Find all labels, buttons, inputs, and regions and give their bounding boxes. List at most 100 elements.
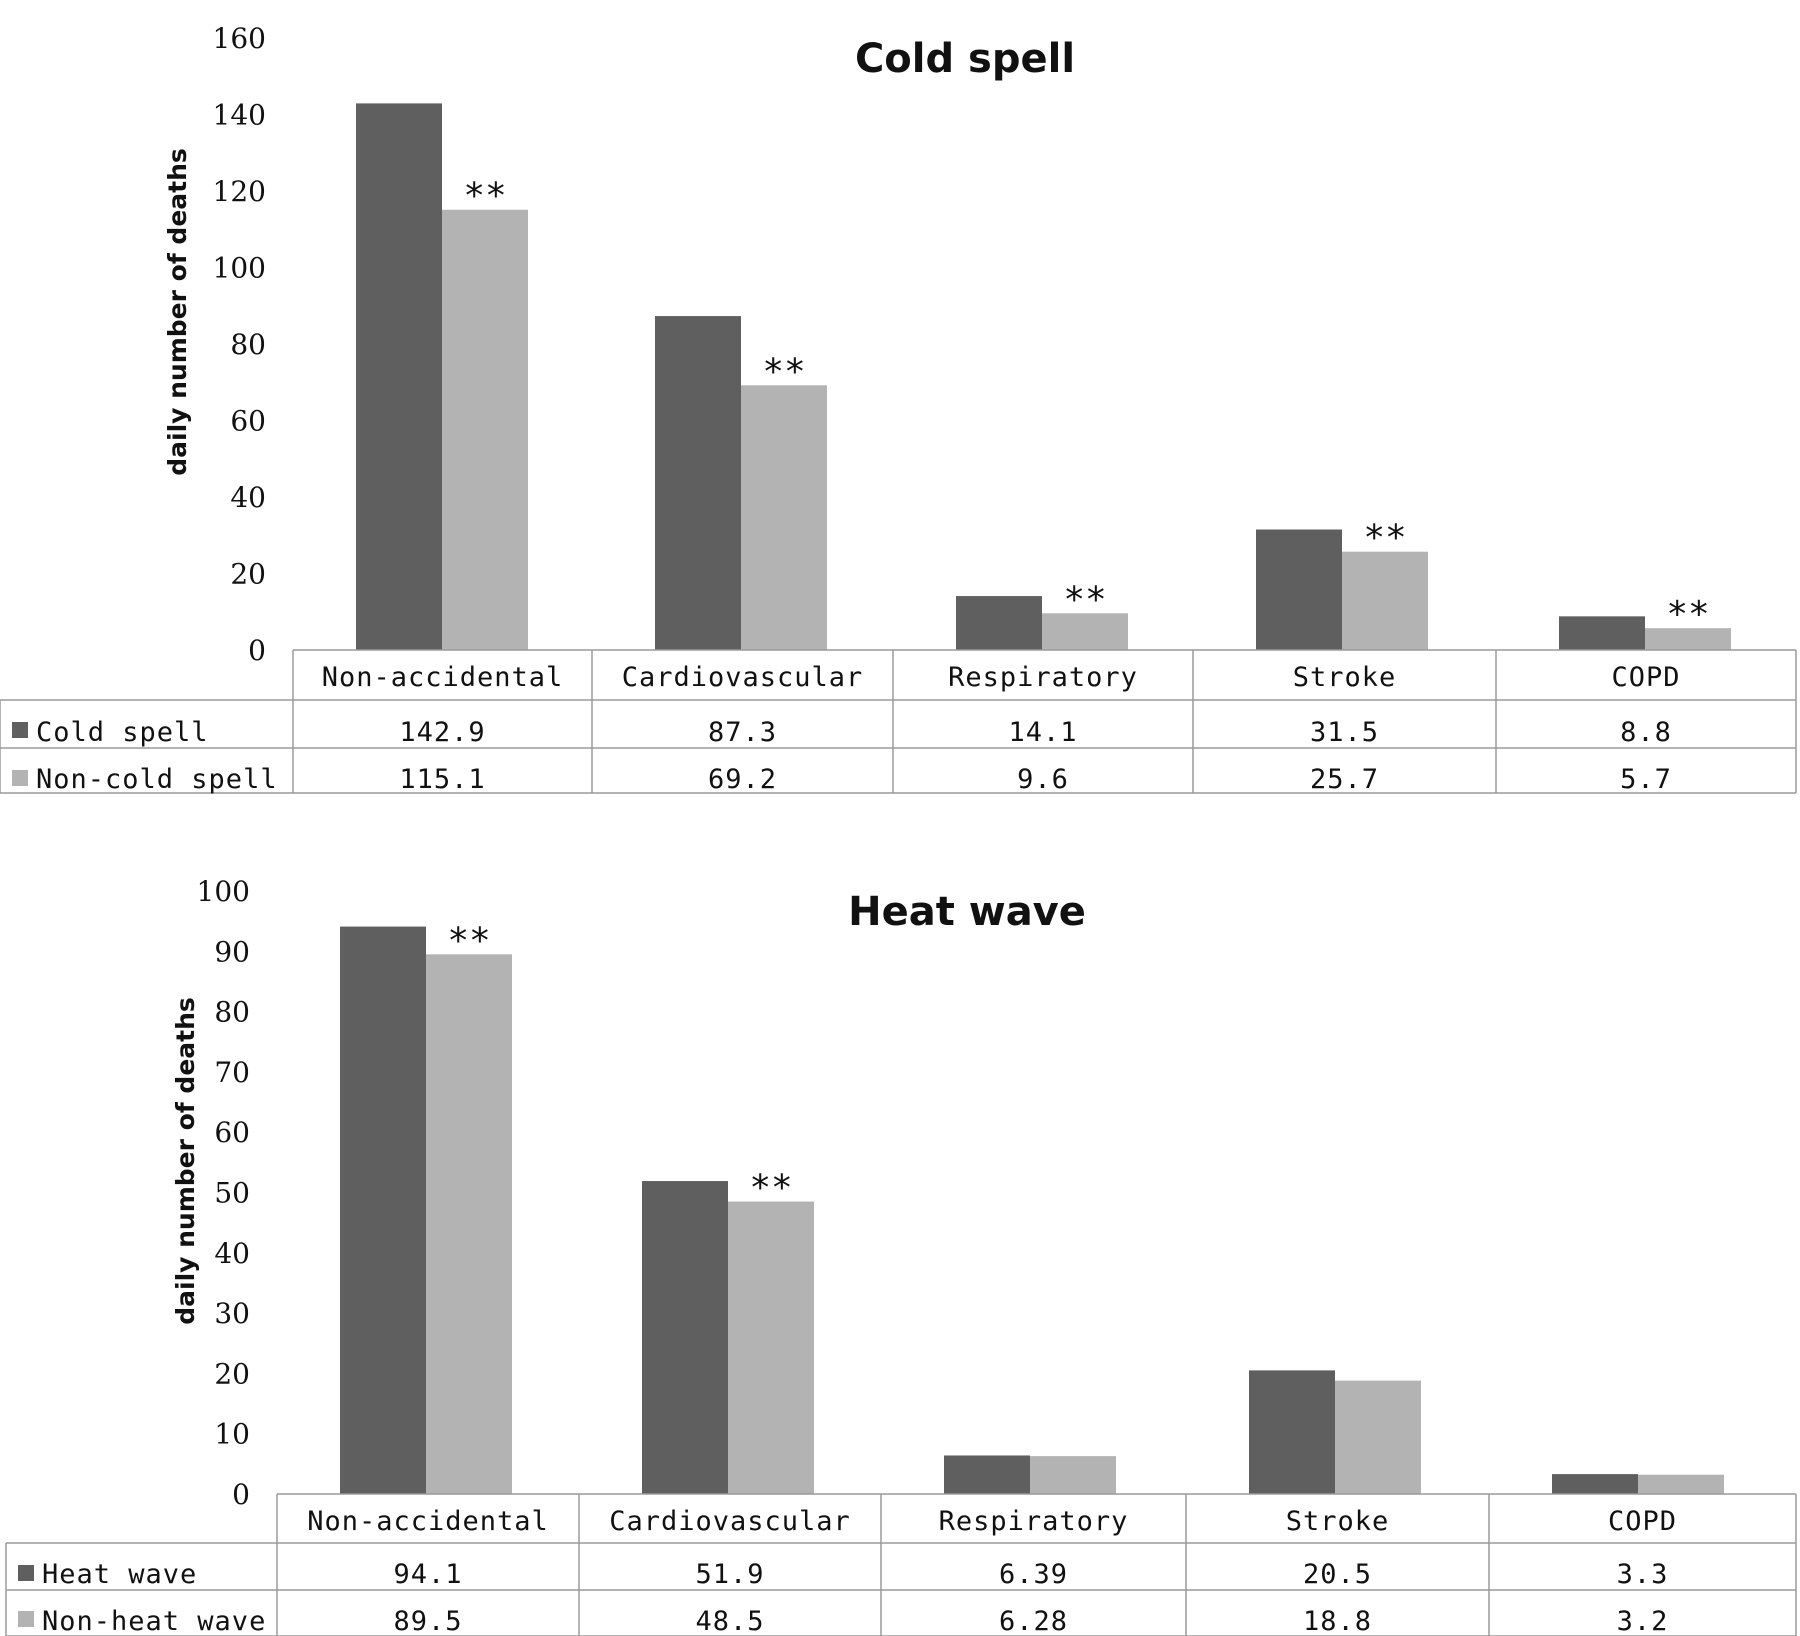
table-cell-non-heat-wave-non-accidental: 89.5 [393, 1606, 462, 1636]
legend-row-1: Heat wave [18, 1559, 197, 1590]
legend-label-non-heat-wave: Non-heat wave [42, 1606, 266, 1636]
category-label-cardiovascular: Cardiovascular [622, 662, 864, 693]
bar-cold-spell-respiratory [956, 596, 1042, 650]
table-cell-non-heat-wave-respiratory: 6.28 [999, 1606, 1068, 1636]
bar-heat-wave-non-accidental [340, 926, 426, 1494]
significance-marker: ** [1063, 579, 1106, 620]
bars [356, 103, 1731, 651]
y-tick-label: 60 [230, 405, 266, 438]
y-tick-labels: 0 10 20 30 40 50 60 70 80 90 100 [197, 875, 250, 1511]
significance-markers: ** ** ** ** ** [463, 176, 1709, 635]
significance-markers: ** ** [447, 920, 792, 1208]
table-cells: 142.9 87.3 14.1 31.5 8.8 115.1 69.2 9.6 25.7 5.7 [399, 717, 1672, 795]
table-cell-non-cold-spell-cardiovascular: 69.2 [708, 764, 777, 795]
bar-non-heat-wave-stroke [1335, 1380, 1421, 1494]
bar-heat-wave-respiratory [944, 1455, 1030, 1494]
category-labels: Non-accidental Cardiovascular Respiratory S… [322, 662, 1680, 693]
category-label-copd: COPD [1611, 662, 1680, 693]
bars [340, 926, 1724, 1494]
y-tick-label: 0 [248, 634, 266, 667]
legend-row-2: Non-cold spell [12, 764, 278, 795]
table-cell-non-heat-wave-cardiovascular: 48.5 [695, 1606, 764, 1636]
y-tick-label: 10 [214, 1418, 250, 1451]
category-label-stroke: Stroke [1293, 662, 1397, 693]
significance-marker: ** [1363, 518, 1406, 559]
bar-heat-wave-copd [1552, 1474, 1638, 1494]
data-table: Non-accidental Cardiovascular Respiratory S… [0, 649, 1797, 795]
y-tick-label: 70 [214, 1056, 250, 1089]
legend-label-non-cold-spell: Non-cold spell [36, 764, 278, 795]
table-cell-heat-wave-non-accidental: 94.1 [393, 1559, 462, 1590]
bar-non-cold-spell-respiratory [1042, 613, 1128, 650]
table-cell-heat-wave-cardiovascular: 51.9 [695, 1559, 764, 1590]
legend-label-heat-wave: Heat wave [42, 1559, 197, 1590]
table-cell-non-cold-spell-stroke: 25.7 [1310, 764, 1379, 795]
bar-non-cold-spell-copd [1645, 628, 1731, 650]
chart-heat-wave: Heat wave daily number of deaths 0 10 20 30… [5, 875, 1797, 1636]
table-gridlines [0, 649, 1797, 794]
table-cells: 94.1 51.9 6.39 20.5 3.3 89.5 48.5 6.28 18.8 3.2 [393, 1559, 1669, 1636]
bar-heat-wave-stroke [1249, 1370, 1335, 1494]
table-cell-non-cold-spell-copd: 5.7 [1620, 764, 1672, 795]
bar-non-heat-wave-cardiovascular [728, 1201, 814, 1494]
legend-swatch-heat-wave [18, 1565, 34, 1581]
category-label-copd: COPD [1608, 1506, 1677, 1537]
table-cell-cold-spell-copd: 8.8 [1620, 717, 1672, 748]
legend-swatch-cold-spell [12, 722, 28, 738]
category-label-stroke: Stroke [1286, 1506, 1390, 1537]
table-cell-non-cold-spell-respiratory: 9.6 [1017, 764, 1069, 795]
significance-marker: ** [463, 176, 506, 217]
bar-non-heat-wave-respiratory [1030, 1456, 1116, 1494]
category-label-cardiovascular: Cardiovascular [609, 1506, 851, 1537]
table-cell-non-heat-wave-copd: 3.2 [1617, 1606, 1669, 1636]
y-tick-label: 0 [232, 1478, 250, 1511]
legend-label-cold-spell: Cold spell [36, 717, 209, 748]
bar-cold-spell-copd [1559, 616, 1645, 650]
table-cell-cold-spell-stroke: 31.5 [1310, 717, 1379, 748]
y-tick-label: 30 [214, 1297, 250, 1330]
bar-cold-spell-cardiovascular [655, 316, 741, 650]
y-tick-label: 120 [213, 175, 266, 208]
chart-title: Cold spell [855, 36, 1075, 82]
significance-marker: ** [762, 351, 805, 392]
category-labels: Non-accidental Cardiovascular Respiratory S… [307, 1506, 1677, 1537]
y-tick-label: 20 [214, 1357, 250, 1390]
table-cell-heat-wave-respiratory: 6.39 [999, 1559, 1068, 1590]
y-tick-label: 80 [214, 996, 250, 1029]
category-label-non-accidental: Non-accidental [322, 662, 564, 693]
category-label-non-accidental: Non-accidental [307, 1506, 549, 1537]
table-cell-heat-wave-stroke: 20.5 [1303, 1559, 1372, 1590]
table-cell-heat-wave-copd: 3.3 [1617, 1559, 1669, 1590]
bar-cold-spell-stroke [1256, 529, 1342, 650]
y-tick-label: 60 [214, 1116, 250, 1149]
y-tick-label: 40 [230, 481, 266, 514]
y-axis-label: daily number of deaths [163, 148, 192, 476]
significance-marker: ** [447, 920, 490, 961]
legend-swatch-non-heat-wave [18, 1611, 34, 1627]
table-gridlines [5, 1493, 1797, 1636]
y-tick-label: 140 [213, 99, 266, 132]
data-table: Non-accidental Cardiovascular Respiratory S… [5, 1493, 1797, 1636]
y-tick-label: 40 [214, 1237, 250, 1270]
significance-marker: ** [749, 1168, 792, 1209]
legend-swatch-non-cold-spell [12, 770, 28, 786]
significance-marker: ** [1666, 594, 1709, 635]
category-label-respiratory: Respiratory [939, 1506, 1129, 1537]
table-cell-cold-spell-respiratory: 14.1 [1008, 717, 1077, 748]
y-tick-label: 80 [230, 328, 266, 361]
bar-heat-wave-cardiovascular [642, 1181, 728, 1494]
y-axis-label: daily number of deaths [171, 997, 200, 1325]
y-tick-label: 160 [213, 22, 266, 55]
bar-non-heat-wave-copd [1638, 1474, 1724, 1494]
bar-non-heat-wave-non-accidental [426, 954, 512, 1494]
table-cell-non-cold-spell-non-accidental: 115.1 [399, 764, 485, 795]
bar-non-cold-spell-stroke [1342, 551, 1428, 650]
legend-row-1: Cold spell [12, 717, 209, 748]
y-tick-label: 50 [214, 1177, 250, 1210]
legend-row-2: Non-heat wave [18, 1606, 266, 1636]
y-tick-label: 100 [213, 252, 266, 285]
chart-title: Heat wave [848, 889, 1086, 935]
y-tick-labels: 0 20 40 60 80 100 120 140 160 [213, 22, 266, 667]
bar-non-cold-spell-non-accidental [442, 209, 528, 650]
